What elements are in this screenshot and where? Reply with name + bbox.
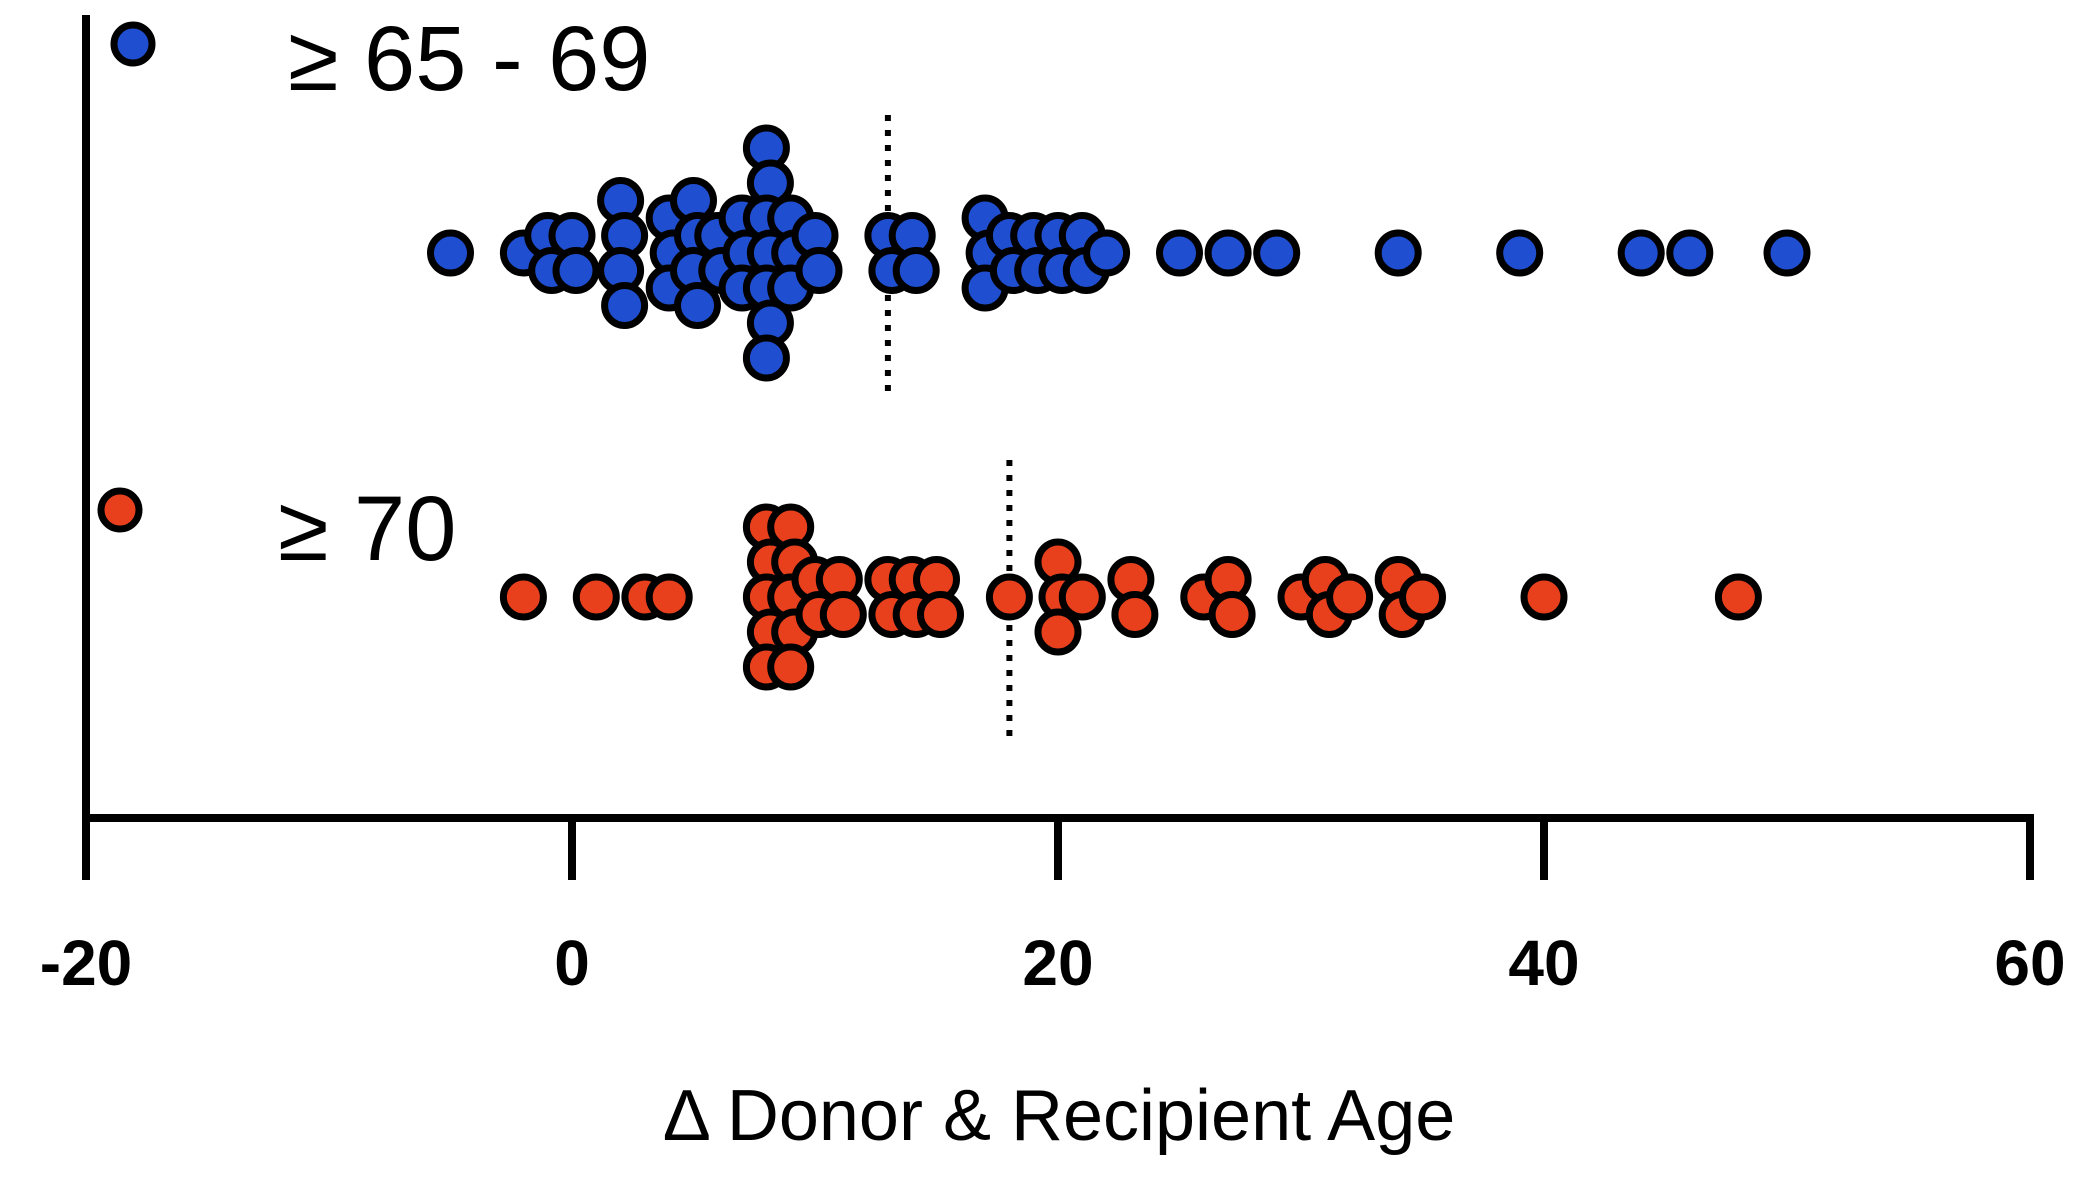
data-point bbox=[499, 573, 547, 621]
data-point bbox=[1111, 591, 1159, 638]
legend-marker bbox=[110, 21, 156, 67]
legend-label: ≥ 65 - 69 bbox=[288, 8, 650, 110]
data-point bbox=[552, 247, 600, 294]
data-point bbox=[1714, 573, 1762, 621]
x-axis-ticks: -20 0 20 40 60 bbox=[40, 818, 2066, 999]
data-point bbox=[1666, 229, 1714, 277]
data-point bbox=[645, 573, 693, 621]
data-point bbox=[917, 591, 964, 638]
data-point bbox=[1326, 573, 1374, 621]
x-tick-label: -20 bbox=[40, 927, 133, 999]
data-point bbox=[1617, 229, 1665, 277]
data-point bbox=[1083, 229, 1131, 277]
data-point bbox=[742, 334, 790, 382]
median-lines bbox=[884, 115, 1013, 745]
data-point bbox=[1399, 573, 1446, 621]
data-point bbox=[1034, 608, 1082, 656]
data-point bbox=[1208, 591, 1256, 638]
x-tick-label: 0 bbox=[554, 927, 590, 999]
legend-label: ≥ 70 bbox=[278, 478, 456, 580]
data-point bbox=[892, 247, 940, 294]
data-point bbox=[601, 282, 649, 329]
x-tick-label: 20 bbox=[1022, 927, 1093, 999]
data-point bbox=[985, 573, 1033, 621]
data-point bbox=[1374, 229, 1422, 277]
data-point bbox=[1520, 573, 1568, 621]
data-point bbox=[1058, 573, 1106, 621]
data-point bbox=[819, 591, 867, 638]
data-point bbox=[427, 229, 474, 277]
data-point bbox=[1763, 229, 1811, 277]
data-point bbox=[674, 282, 721, 329]
data-point bbox=[572, 573, 620, 621]
legend-marker bbox=[97, 487, 143, 533]
x-axis-title: Δ Donor & Recipient Age bbox=[663, 1076, 1456, 1156]
data-point bbox=[795, 247, 843, 294]
data-point bbox=[1204, 229, 1252, 277]
data-point bbox=[1253, 229, 1301, 277]
x-tick-label: 40 bbox=[1508, 927, 1579, 999]
data-points bbox=[427, 124, 1811, 691]
legend: ≥ 65 - 69 ≥ 70 bbox=[97, 8, 650, 580]
x-tick-label: 60 bbox=[1994, 927, 2065, 999]
data-point bbox=[1156, 229, 1203, 277]
data-point bbox=[767, 643, 815, 691]
data-point bbox=[1496, 229, 1544, 277]
